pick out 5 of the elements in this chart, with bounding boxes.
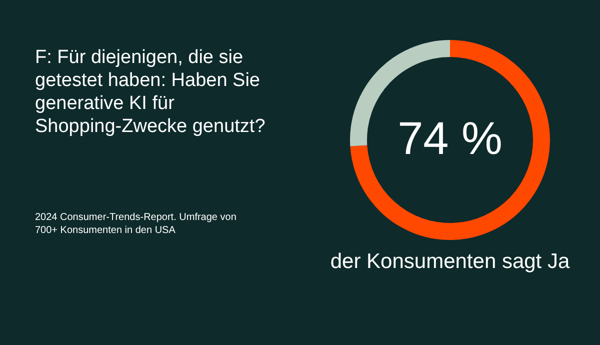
donut-slice	[350, 40, 550, 240]
text: F: Für diejenigen, die sie getestet haben: Haben Sie generative KI für Shopping-Zwecke genutzt?	[35, 47, 266, 137]
text: der Konsumenten sagt Ja	[330, 250, 570, 273]
text: 2024 Consumer-Trends-Report. Umfrage von 700+ Konsumenten in den USA	[35, 212, 236, 236]
data-label: 74 %	[398, 112, 502, 164]
